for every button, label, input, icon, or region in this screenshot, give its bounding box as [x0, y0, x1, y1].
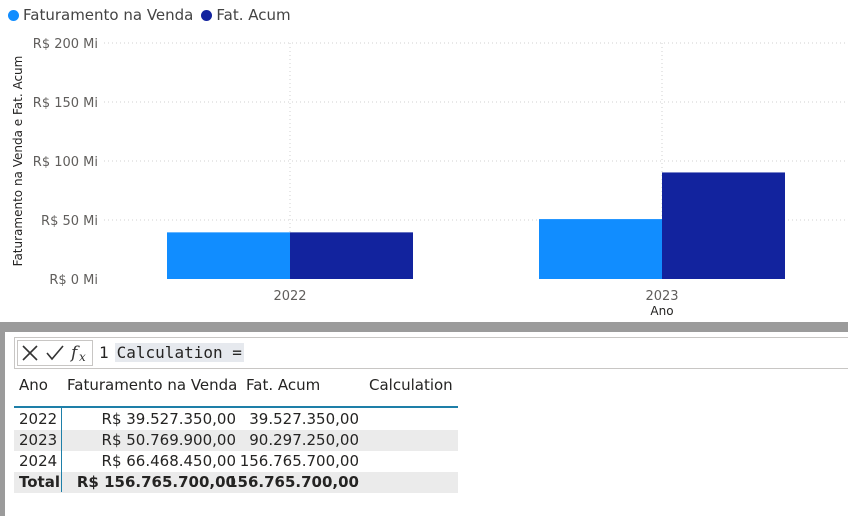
x-axis-title: Ano [650, 304, 673, 318]
y-tick-label: R$ 0 Mi [49, 273, 98, 288]
cell-faturamento: R$ 50.769.900,00 [101, 431, 236, 449]
bar-fat-acum-2022 [290, 232, 413, 279]
column-header-fat-acum[interactable]: Fat. Acum [246, 376, 321, 394]
legend-item-fat-acum[interactable]: Fat. Acum [201, 6, 291, 24]
cancel-icon[interactable] [19, 342, 41, 364]
x-tick-label: 2023 [645, 289, 678, 304]
pane-separator[interactable] [0, 322, 848, 332]
svg-text:f: f [69, 343, 80, 363]
legend-label-fat-acum: Fat. Acum [216, 6, 291, 24]
legend-swatch-fat-acum [201, 9, 213, 21]
header-divider [14, 406, 458, 408]
column-header-faturamento[interactable]: Faturamento na Venda [67, 376, 238, 394]
cell-total-label: Total [19, 473, 60, 491]
cell-fat-acum: 156.765.700,00 [239, 452, 359, 470]
y-tick-label: R$ 150 Mi [33, 96, 98, 111]
cell-total-faturamento: R$ 156.765.700,00 [76, 473, 236, 491]
table-total-row[interactable]: Total R$ 156.765.700,00 156.765.700,00 [14, 472, 458, 493]
svg-text:x: x [79, 350, 86, 364]
table-row[interactable]: 2024 R$ 66.468.450,00 156.765.700,00 [14, 451, 458, 472]
y-tick-label: R$ 100 Mi [33, 155, 98, 170]
cell-ano: 2022 [19, 410, 58, 428]
table-row[interactable]: 2022 R$ 39.527.350,00 39.527.350,00 [14, 409, 458, 430]
cell-fat-acum: 39.527.350,00 [249, 410, 359, 428]
y-tick-label: R$ 50 Mi [41, 214, 98, 229]
commit-icon[interactable] [44, 342, 66, 364]
formula-editor[interactable]: 1 Calculation = [99, 343, 244, 362]
column-header-calculation[interactable]: Calculation [369, 376, 453, 394]
bar-fat-acum-2023 [662, 172, 785, 279]
cell-faturamento: R$ 66.468.450,00 [101, 452, 236, 470]
table-row[interactable]: 2023 R$ 50.769.900,00 90.297.250,00 [14, 430, 458, 451]
pane-left-border [0, 332, 5, 516]
legend-label-faturamento: Faturamento na Venda [23, 6, 194, 24]
cell-ano: 2024 [19, 452, 58, 470]
row-header-divider [61, 408, 62, 492]
legend-item-faturamento[interactable]: Faturamento na Venda [8, 6, 193, 24]
y-axis-title: Faturamento na Venda e Fat. Acum [11, 56, 25, 267]
formula-text[interactable]: Calculation = [114, 343, 244, 362]
bar-faturamento-2023 [539, 219, 662, 279]
cell-ano: 2023 [19, 431, 58, 449]
chart-visual[interactable]: Faturamento na Venda Fat. Acum R$ 0 Mi R$… [0, 0, 848, 322]
chart-legend: Faturamento na Venda Fat. Acum [8, 6, 299, 24]
column-header-ano[interactable]: Ano [19, 376, 48, 394]
cell-faturamento: R$ 39.527.350,00 [101, 410, 236, 428]
x-tick-label: 2022 [273, 289, 306, 304]
cell-total-fat-acum: 156.765.700,00 [227, 473, 359, 491]
formula-line-number: 1 [99, 343, 109, 362]
legend-swatch-faturamento [8, 9, 19, 21]
y-tick-label: R$ 200 Mi [33, 37, 98, 52]
column-chart: R$ 0 Mi R$ 50 Mi R$ 100 Mi R$ 150 Mi R$ 200 … [11, 37, 848, 318]
bar-faturamento-2022 [167, 232, 290, 279]
cell-fat-acum: 90.297.250,00 [249, 431, 359, 449]
